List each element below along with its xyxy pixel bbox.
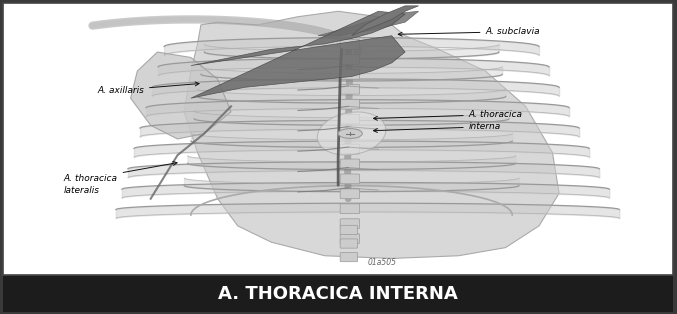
FancyBboxPatch shape	[340, 252, 357, 262]
Polygon shape	[351, 6, 418, 36]
FancyBboxPatch shape	[340, 40, 359, 49]
FancyBboxPatch shape	[340, 99, 359, 109]
FancyBboxPatch shape	[340, 204, 359, 214]
Text: lateralis: lateralis	[64, 186, 100, 195]
Text: A. subclavia: A. subclavia	[398, 27, 540, 36]
FancyBboxPatch shape	[340, 54, 359, 64]
Text: A. THORACICA INTERNA: A. THORACICA INTERNA	[218, 285, 458, 303]
Circle shape	[338, 129, 362, 138]
Polygon shape	[184, 11, 559, 258]
Polygon shape	[131, 52, 231, 139]
FancyBboxPatch shape	[340, 239, 357, 248]
FancyBboxPatch shape	[340, 234, 359, 244]
Text: A. thoracica: A. thoracica	[374, 110, 523, 120]
Ellipse shape	[318, 112, 386, 155]
Polygon shape	[191, 11, 405, 98]
FancyBboxPatch shape	[340, 159, 359, 169]
FancyBboxPatch shape	[3, 3, 673, 275]
FancyBboxPatch shape	[340, 225, 357, 235]
FancyBboxPatch shape	[340, 189, 359, 199]
FancyBboxPatch shape	[340, 114, 359, 124]
FancyBboxPatch shape	[340, 69, 359, 79]
Text: 01a505: 01a505	[367, 258, 396, 267]
Text: A. thoracica: A. thoracica	[64, 161, 177, 183]
Text: interna: interna	[374, 122, 501, 133]
FancyBboxPatch shape	[340, 84, 359, 94]
FancyBboxPatch shape	[340, 129, 359, 139]
FancyBboxPatch shape	[340, 219, 359, 229]
Polygon shape	[318, 11, 418, 36]
Text: A. axillaris: A. axillaris	[97, 82, 199, 95]
FancyBboxPatch shape	[340, 144, 359, 154]
FancyBboxPatch shape	[340, 174, 359, 184]
